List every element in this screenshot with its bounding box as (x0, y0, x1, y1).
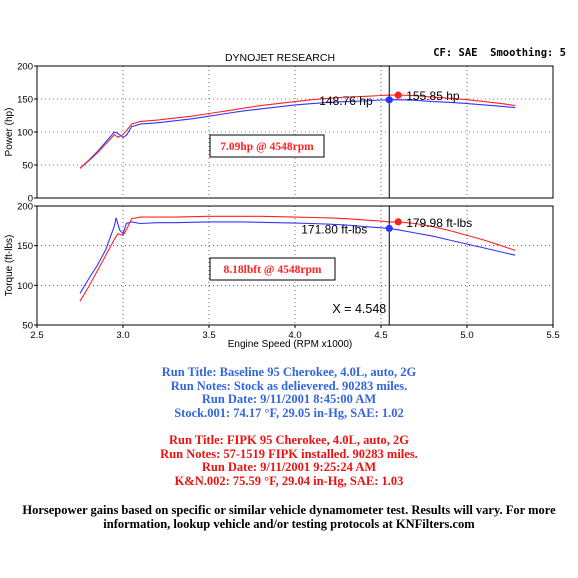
baseline-run-conditions: Stock.001: 74.17 °F, 29.05 in-Hg, SAE: 1… (174, 405, 404, 420)
torque-ytick-label: 150 (17, 241, 33, 252)
power-marker-baseline (385, 96, 393, 104)
power-series-baseline-line (79, 99, 516, 169)
torque-panel: 50 100 150 200 Torque (ft-lbs) 171.80 ft-lbs 1… (4, 202, 560, 351)
power-marker-label-fipk: 155.85 hp (406, 89, 460, 103)
torque-xtick-label: 5.0 (460, 330, 473, 341)
power-marker-fipk (394, 91, 402, 99)
baseline-run-date: Run Date: 9/11/2001 8:45:00 AM (201, 392, 377, 406)
torque-ytick-label: 50 (22, 321, 33, 332)
torque-series-baseline-line (79, 217, 516, 294)
torque-ytick-label: 200 (17, 202, 33, 213)
fipk-run-title: Run Title: FIPK 95 Cherokee, 4.0L, auto,… (169, 433, 409, 447)
torque-ytick-label: 100 (17, 281, 33, 292)
torque-xtick-label: 4.5 (374, 330, 387, 341)
power-ytick-label: 0 (28, 194, 33, 205)
x-axis-label: Engine Speed (RPM x1000) (228, 339, 353, 350)
torque-series-fipk-line (79, 215, 516, 302)
fipk-run-notes: Run Notes: 57-1519 FIPK installed. 90283… (160, 446, 418, 461)
fipk-run-info: Run Title: FIPK 95 Cherokee, 4.0L, auto,… (0, 433, 578, 488)
power-ytick-label: 50 (22, 161, 33, 172)
power-gain-label: 7.09hp @ 4548rpm (220, 141, 314, 153)
power-marker-label-baseline: 148.76 hp (319, 94, 373, 108)
power-ytick-label: 100 (17, 128, 33, 139)
power-gain-box (209, 134, 325, 158)
disclaimer-footer: Horsepower gains based on specific or si… (22, 503, 556, 531)
power-series-fipk-line (79, 94, 516, 169)
torque-xtick-label: 3.5 (202, 330, 215, 341)
torque-gain-label: 8.18lbft @ 4548rpm (224, 264, 322, 276)
torque-xtick-label: 5.5 (546, 330, 559, 341)
chart-settings: CF: SAE Smoothing: 5 (433, 47, 566, 59)
torque-marker-label-baseline: 171.80 ft-lbs (301, 222, 367, 236)
chart-title: DYNOJET RESEARCH (225, 52, 335, 64)
baseline-run-notes: Run Notes: Stock as delievered. 90283 mi… (170, 378, 408, 393)
baseline-run-title: Run Title: Baseline 95 Cherokee, 4.0L, a… (161, 365, 417, 379)
power-ytick-label: 150 (17, 95, 33, 106)
torque-axis-label: Torque (ft-lbs) (4, 235, 15, 297)
torque-xtick-label: 4.0 (288, 330, 301, 341)
torque-xtick-label: 2.5 (30, 330, 43, 341)
power-ytick-label: 200 (17, 62, 33, 73)
torque-marker-fipk (394, 218, 402, 226)
fipk-run-date: Run Date: 9/11/2001 9:25:24 AM (201, 460, 377, 474)
torque-gain-box (209, 257, 336, 281)
fipk-run-conditions: K&N.002: 75.59 °F, 29.04 in-Hg, SAE: 1.0… (174, 473, 404, 488)
power-panel: 0 50 100 150 200 Power (hp) 148.76 hp 155.85 hp… (4, 62, 554, 205)
cursor-label: X = 4.548 (332, 302, 386, 316)
power-axis-label: Power (hp) (4, 108, 15, 157)
torque-marker-label-fipk: 179.98 ft-lbs (406, 216, 472, 230)
torque-marker-baseline (385, 224, 393, 232)
baseline-run-info: Run Title: Baseline 95 Cherokee, 4.0L, a… (0, 365, 578, 420)
torque-xtick-label: 3.0 (116, 330, 129, 341)
